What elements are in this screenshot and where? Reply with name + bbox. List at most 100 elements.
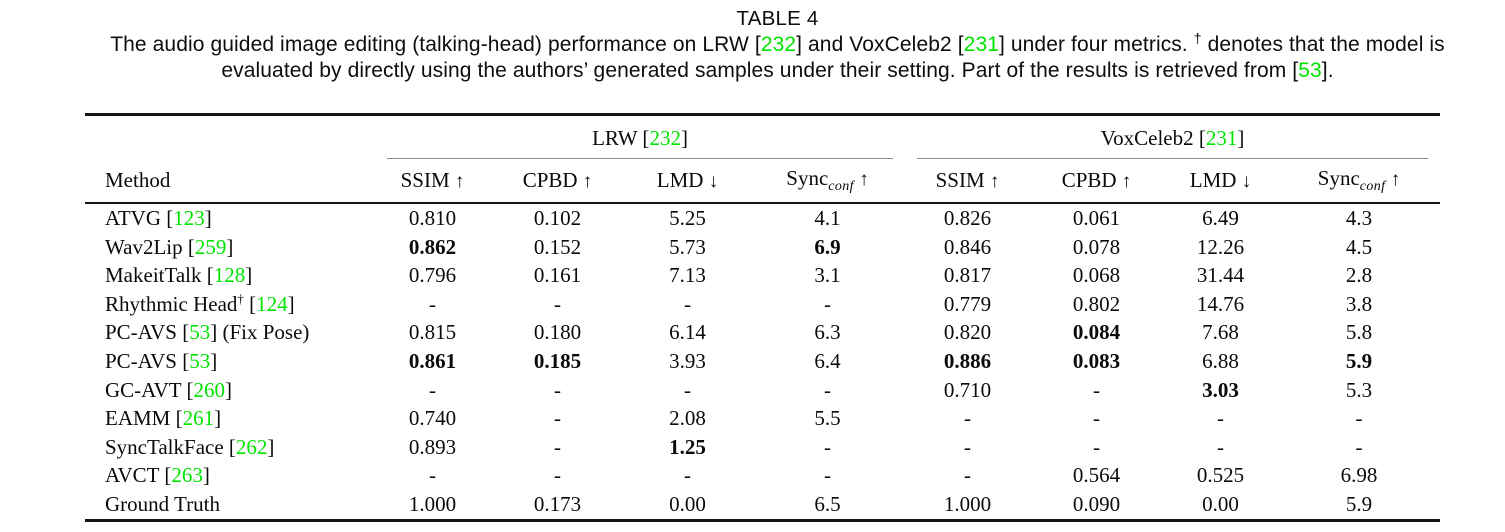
- table-row: MakeitTalk [128] 0.796 0.161 7.13 3.1 0.817 0.…: [85, 261, 1440, 290]
- metric-name: LMD: [1189, 168, 1237, 192]
- table-row: ATVG [123] 0.810 0.102 5.25 4.1 0.826 0.061 6.4…: [85, 203, 1440, 233]
- metric-value-cell: 7.13: [669, 263, 706, 288]
- metric-value-cell: 3.93: [669, 348, 706, 373]
- metric-value-cell: 0.820: [943, 320, 992, 345]
- caption-line-1: The audio guided image editing (talking-…: [110, 30, 1445, 56]
- citation-link[interactable]: 53: [189, 320, 211, 345]
- metric-value-cell: -: [964, 434, 971, 459]
- table-row: GC-AVT [260] - - - - 0.710 - 3.03 5.3: [85, 376, 1440, 405]
- metric-value-cell: 12.26: [1196, 234, 1245, 259]
- method-cell: MakeitTalk [128]: [105, 263, 253, 288]
- metric-name: Sync: [786, 166, 829, 190]
- metric-value-cell: 0.084: [1072, 320, 1121, 345]
- citation-link[interactable]: 53: [1298, 58, 1322, 82]
- metric-value-cell: 6.5: [814, 491, 841, 516]
- arrow-up-icon: ↑: [454, 171, 465, 192]
- metric-value-cell: 4.5: [1345, 234, 1373, 259]
- arrow-up-icon: ↑: [859, 169, 869, 190]
- arrow-down-icon: ↓: [708, 171, 719, 192]
- metric-value-cell: -: [824, 377, 831, 402]
- arrow-up-icon: ↑: [1121, 171, 1132, 192]
- metric-value-cell: 7.68: [1202, 320, 1239, 345]
- metric-name: LMD: [656, 168, 704, 192]
- metric-value-cell: -: [824, 463, 831, 488]
- citation-link[interactable]: 263: [171, 463, 203, 488]
- method-cell: GC-AVT [260]: [105, 377, 232, 402]
- metric-value-cell: 1.000: [408, 491, 457, 516]
- metric-value-cell: -: [429, 291, 436, 316]
- metric-value-cell: 5.73: [669, 234, 706, 259]
- metric-value-cell: 0.710: [943, 377, 992, 402]
- results-table: LRW [232] VoxCeleb2 [231] Method SSIM ↑ C…: [85, 113, 1440, 522]
- metric-value-cell: -: [964, 463, 971, 488]
- metric-value-cell: -: [429, 377, 436, 402]
- table-row: PC-AVS [53] (Fix Pose) 0.815 0.180 6.14 6.3 0…: [85, 318, 1440, 347]
- metric-column-header: CPBD ↑: [490, 159, 625, 204]
- group-header-spacer: [85, 115, 375, 160]
- metric-column-header: Syncconf ↑: [750, 159, 905, 204]
- arrow-up-icon: ↑: [989, 171, 1000, 192]
- metric-value-cell: 0.102: [533, 206, 582, 230]
- citation-link[interactable]: 261: [182, 406, 215, 431]
- metric-value-cell: 0.090: [1072, 491, 1121, 516]
- metric-value-cell: -: [1355, 406, 1363, 431]
- citation-link[interactable]: 231: [963, 33, 1000, 56]
- table-caption: TABLE 4 The audio guided image editing (…: [110, 6, 1445, 83]
- table-row: Ground Truth 1.000 0.173 0.00 6.5 1.000 0.090 0…: [85, 490, 1440, 520]
- metric-name: SSIM: [400, 168, 450, 192]
- metric-value-cell: 0.161: [533, 263, 582, 288]
- dagger-footnote-mark: †: [237, 290, 244, 306]
- metric-value-cell: -: [554, 434, 561, 459]
- metric-value-cell: 0.564: [1072, 463, 1121, 488]
- metric-value-cell: 0.893: [408, 434, 457, 459]
- citation-link[interactable]: 259: [194, 234, 227, 259]
- metric-value-cell: 0.779: [943, 291, 992, 316]
- metric-value-cell: -: [684, 463, 691, 488]
- citation-link[interactable]: 231: [1205, 126, 1238, 150]
- metric-column-header: LMD ↓: [1163, 159, 1278, 204]
- caption-line-2: evaluated by directly using the authors’…: [221, 58, 1334, 82]
- dataset-group-header-lrw: LRW [232]: [375, 115, 905, 159]
- metric-value-cell: 0.061: [1072, 206, 1121, 230]
- method-cell: AVCT [263]: [105, 463, 210, 488]
- metric-value-cell: -: [554, 463, 561, 488]
- metric-name: Sync: [1317, 166, 1360, 190]
- metric-value-cell: 0.185: [533, 348, 582, 373]
- metric-name: CPBD: [1061, 168, 1117, 192]
- metric-value-cell: 0.083: [1072, 348, 1121, 373]
- citation-link[interactable]: 128: [213, 263, 246, 288]
- metric-subscript: conf: [828, 179, 854, 194]
- citation-link[interactable]: 262: [235, 434, 268, 459]
- metric-value-cell: 6.9: [814, 234, 841, 259]
- metric-value-cell: -: [824, 291, 831, 316]
- method-cell: ATVG [123]: [105, 206, 212, 230]
- metric-value-cell: 0.886: [943, 348, 992, 373]
- table-row: PC-AVS [53] 0.861 0.185 3.93 6.4 0.886 0.083 6.…: [85, 347, 1440, 376]
- metric-value-cell: -: [554, 291, 561, 316]
- citation-link[interactable]: 232: [649, 126, 681, 150]
- citation-link[interactable]: 53: [189, 348, 211, 373]
- metric-value-cell: -: [684, 377, 691, 402]
- citation-link[interactable]: 260: [193, 377, 226, 402]
- metric-value-cell: -: [1217, 406, 1224, 431]
- metric-value-cell: 0.740: [408, 406, 457, 431]
- metric-value-cell: 0.525: [1196, 463, 1245, 488]
- metric-value-cell: 0.078: [1072, 234, 1121, 259]
- citation-link[interactable]: 124: [256, 291, 288, 316]
- metric-name: SSIM: [935, 168, 985, 192]
- metric-value-cell: 4.3: [1345, 206, 1373, 230]
- metric-value-cell: -: [1355, 434, 1363, 459]
- arrow-down-icon: ↓: [1241, 171, 1252, 192]
- citation-link[interactable]: 123: [173, 206, 205, 230]
- metric-value-cell: -: [824, 434, 831, 459]
- citation-link[interactable]: 232: [760, 33, 797, 56]
- dagger-footnote-mark: †: [1193, 30, 1202, 46]
- metric-value-cell: 6.4: [814, 348, 841, 373]
- metric-value-cell: 6.3: [814, 320, 841, 345]
- metric-value-cell: 0.802: [1072, 291, 1121, 316]
- metric-value-cell: -: [964, 406, 971, 431]
- metric-value-cell: 0.796: [408, 263, 457, 288]
- method-cell: Ground Truth: [105, 491, 220, 516]
- metric-value-cell: 5.8: [1345, 320, 1373, 345]
- metric-value-cell: 5.25: [669, 206, 706, 230]
